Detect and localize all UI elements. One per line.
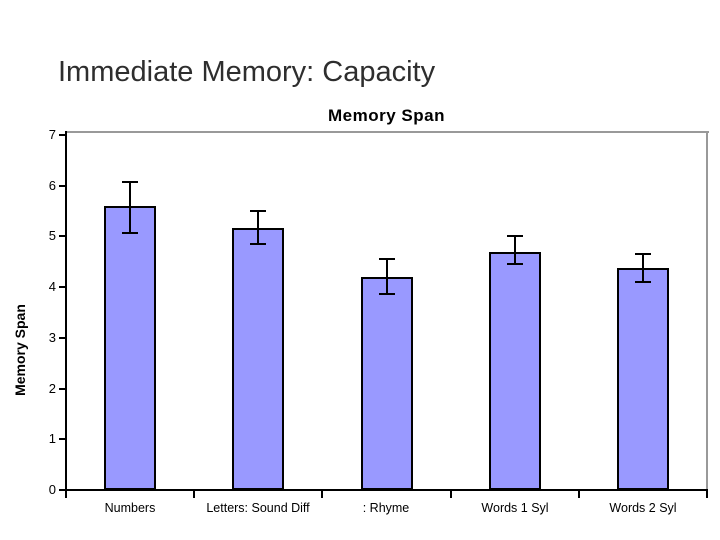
error-bar-cap-bottom xyxy=(379,293,395,295)
error-bar-cap-bottom xyxy=(122,232,138,234)
error-bar-cap-top xyxy=(507,235,523,237)
y-tick-label: 7 xyxy=(48,127,56,142)
x-category-label: Letters: Sound Diff xyxy=(206,501,310,515)
x-tick xyxy=(65,489,67,498)
y-tick-label: 2 xyxy=(48,381,56,396)
y-tick-label: 6 xyxy=(48,178,56,193)
x-category-label: Numbers xyxy=(104,501,156,515)
y-axis-line xyxy=(65,131,67,491)
error-bar-cap-bottom xyxy=(635,281,651,283)
error-bar-cap-top xyxy=(635,253,651,255)
error-bar-line xyxy=(386,259,388,295)
y-tick xyxy=(59,235,66,237)
slide-title: Immediate Memory: Capacity xyxy=(58,56,436,88)
error-bar-line xyxy=(129,182,131,233)
y-tick xyxy=(59,337,66,339)
bar xyxy=(361,277,413,490)
x-tick xyxy=(706,489,708,498)
plot-border-right xyxy=(706,131,708,492)
error-bar-cap-top xyxy=(122,181,138,183)
error-bar-line xyxy=(514,236,516,263)
error-bar-line xyxy=(257,211,259,244)
bar xyxy=(489,252,541,490)
x-tick xyxy=(321,489,323,498)
y-tick-label: 5 xyxy=(48,228,56,243)
error-bar-cap-top xyxy=(379,258,395,260)
x-tick xyxy=(578,489,580,498)
error-bar-line xyxy=(642,254,644,282)
error-bar-cap-top xyxy=(250,210,266,212)
x-category-label: : Rhyme xyxy=(362,501,410,515)
bar xyxy=(232,228,284,490)
y-tick xyxy=(59,286,66,288)
x-category-label: Words 2 Syl xyxy=(609,501,677,515)
y-tick xyxy=(59,489,66,491)
y-tick-label: 0 xyxy=(48,482,56,497)
y-axis-title: Memory Span xyxy=(12,304,28,396)
x-axis-line xyxy=(65,489,708,491)
y-tick-label: 3 xyxy=(48,330,56,345)
bar xyxy=(104,206,156,490)
error-bar-cap-bottom xyxy=(250,243,266,245)
y-tick-label: 4 xyxy=(48,279,56,294)
x-tick xyxy=(193,489,195,498)
x-category-label: Words 1 Syl xyxy=(481,501,549,515)
x-tick xyxy=(450,489,452,498)
y-tick-label: 1 xyxy=(48,431,56,446)
y-tick xyxy=(59,388,66,390)
y-tick xyxy=(59,185,66,187)
plot-border-top xyxy=(66,131,709,133)
bar xyxy=(617,268,669,490)
chart-title: Memory Span xyxy=(328,106,445,125)
y-tick xyxy=(59,438,66,440)
y-tick xyxy=(59,134,66,136)
error-bar-cap-bottom xyxy=(507,263,523,265)
